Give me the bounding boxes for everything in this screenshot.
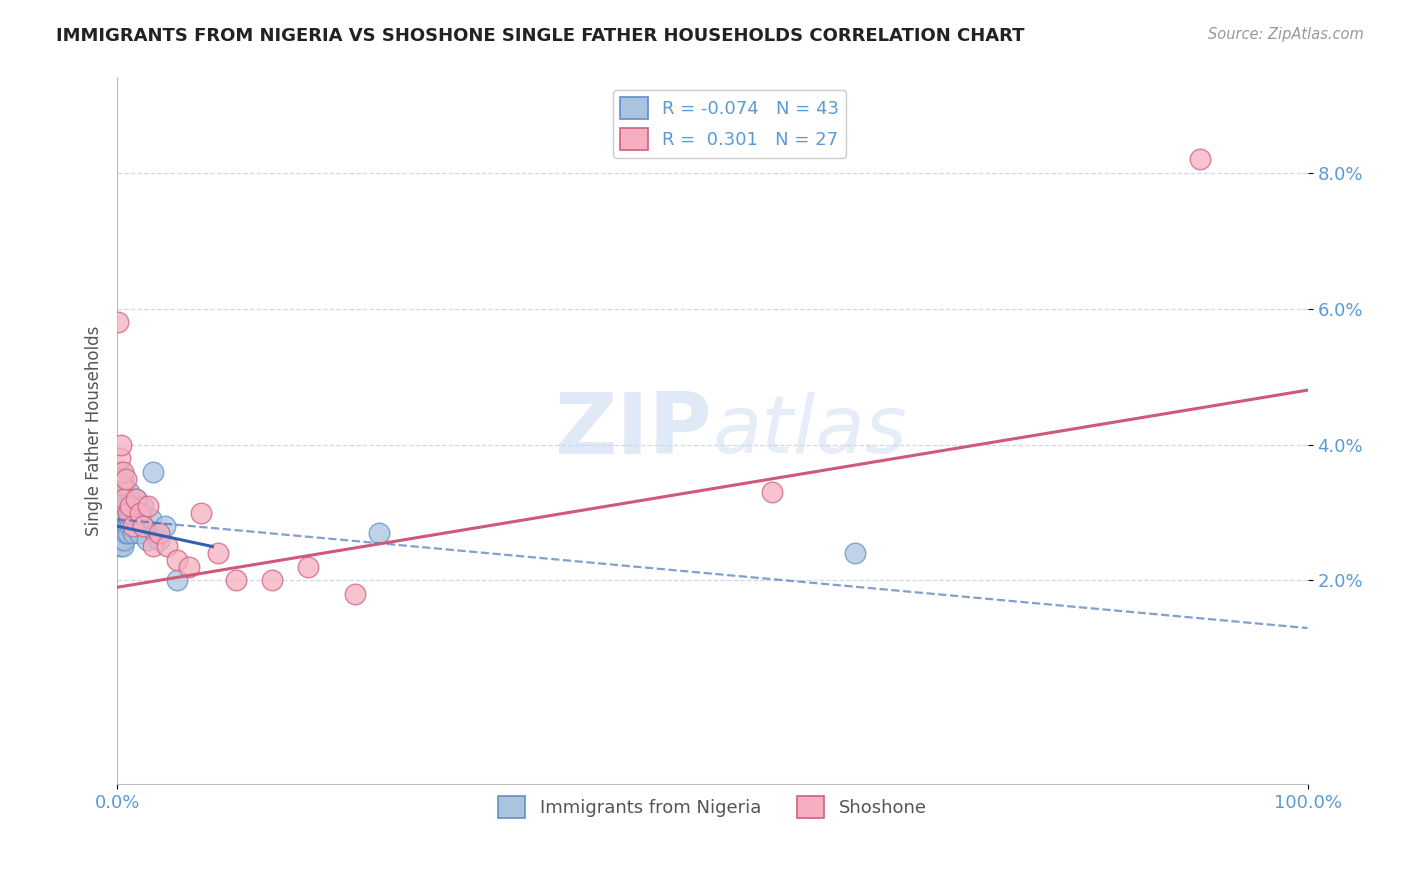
- Text: Source: ZipAtlas.com: Source: ZipAtlas.com: [1208, 27, 1364, 42]
- Point: [156, 540, 179, 554]
- Point: [112, 540, 135, 554]
- Point: [108, 465, 131, 479]
- Point: [260, 574, 283, 588]
- Point: [136, 499, 159, 513]
- Point: [108, 499, 131, 513]
- Point: [143, 525, 166, 540]
- Point: [112, 491, 135, 506]
- Point: [114, 499, 136, 513]
- Point: [115, 519, 138, 533]
- Point: [139, 512, 162, 526]
- Point: [128, 525, 150, 540]
- Point: [368, 525, 391, 540]
- Point: [148, 525, 170, 540]
- Point: [107, 315, 129, 329]
- Point: [166, 574, 188, 588]
- Point: [107, 525, 129, 540]
- Point: [142, 465, 165, 479]
- Point: [111, 525, 134, 540]
- Text: IMMIGRANTS FROM NIGERIA VS SHOSHONE SINGLE FATHER HOUSEHOLDS CORRELATION CHART: IMMIGRANTS FROM NIGERIA VS SHOSHONE SING…: [56, 27, 1025, 45]
- Point: [111, 478, 134, 492]
- Point: [120, 499, 142, 513]
- Point: [108, 540, 131, 554]
- Point: [107, 478, 129, 492]
- Point: [110, 533, 132, 547]
- Point: [148, 533, 170, 547]
- Point: [297, 560, 319, 574]
- Point: [177, 560, 200, 574]
- Point: [132, 519, 155, 533]
- Point: [110, 437, 132, 451]
- Point: [117, 506, 139, 520]
- Point: [121, 525, 143, 540]
- Point: [118, 485, 141, 500]
- Point: [124, 512, 146, 526]
- Point: [120, 519, 142, 533]
- Point: [112, 471, 135, 485]
- Point: [112, 519, 135, 533]
- Point: [121, 506, 143, 520]
- Point: [111, 478, 134, 492]
- Text: atlas: atlas: [713, 392, 907, 470]
- Point: [132, 499, 155, 513]
- Point: [121, 519, 143, 533]
- Point: [166, 553, 188, 567]
- Point: [110, 512, 132, 526]
- Point: [844, 546, 866, 560]
- Point: [110, 491, 132, 506]
- Point: [344, 587, 367, 601]
- Point: [1189, 152, 1212, 166]
- Point: [118, 512, 141, 526]
- Text: ZIP: ZIP: [554, 390, 713, 473]
- Point: [125, 491, 148, 506]
- Point: [112, 533, 135, 547]
- Point: [112, 506, 135, 520]
- Point: [108, 519, 131, 533]
- Y-axis label: Single Father Households: Single Father Households: [86, 326, 103, 536]
- Point: [129, 512, 152, 526]
- Point: [142, 540, 165, 554]
- Point: [125, 491, 148, 506]
- Point: [112, 499, 135, 513]
- Point: [115, 491, 138, 506]
- Point: [128, 506, 150, 520]
- Point: [761, 485, 783, 500]
- Point: [136, 533, 159, 547]
- Point: [107, 499, 129, 513]
- Point: [225, 574, 247, 588]
- Point: [108, 451, 131, 466]
- Point: [114, 471, 136, 485]
- Point: [207, 546, 229, 560]
- Point: [117, 525, 139, 540]
- Legend: Immigrants from Nigeria, Shoshone: Immigrants from Nigeria, Shoshone: [491, 789, 934, 825]
- Point: [111, 506, 134, 520]
- Point: [153, 519, 176, 533]
- Point: [112, 465, 135, 479]
- Point: [190, 506, 212, 520]
- Point: [114, 525, 136, 540]
